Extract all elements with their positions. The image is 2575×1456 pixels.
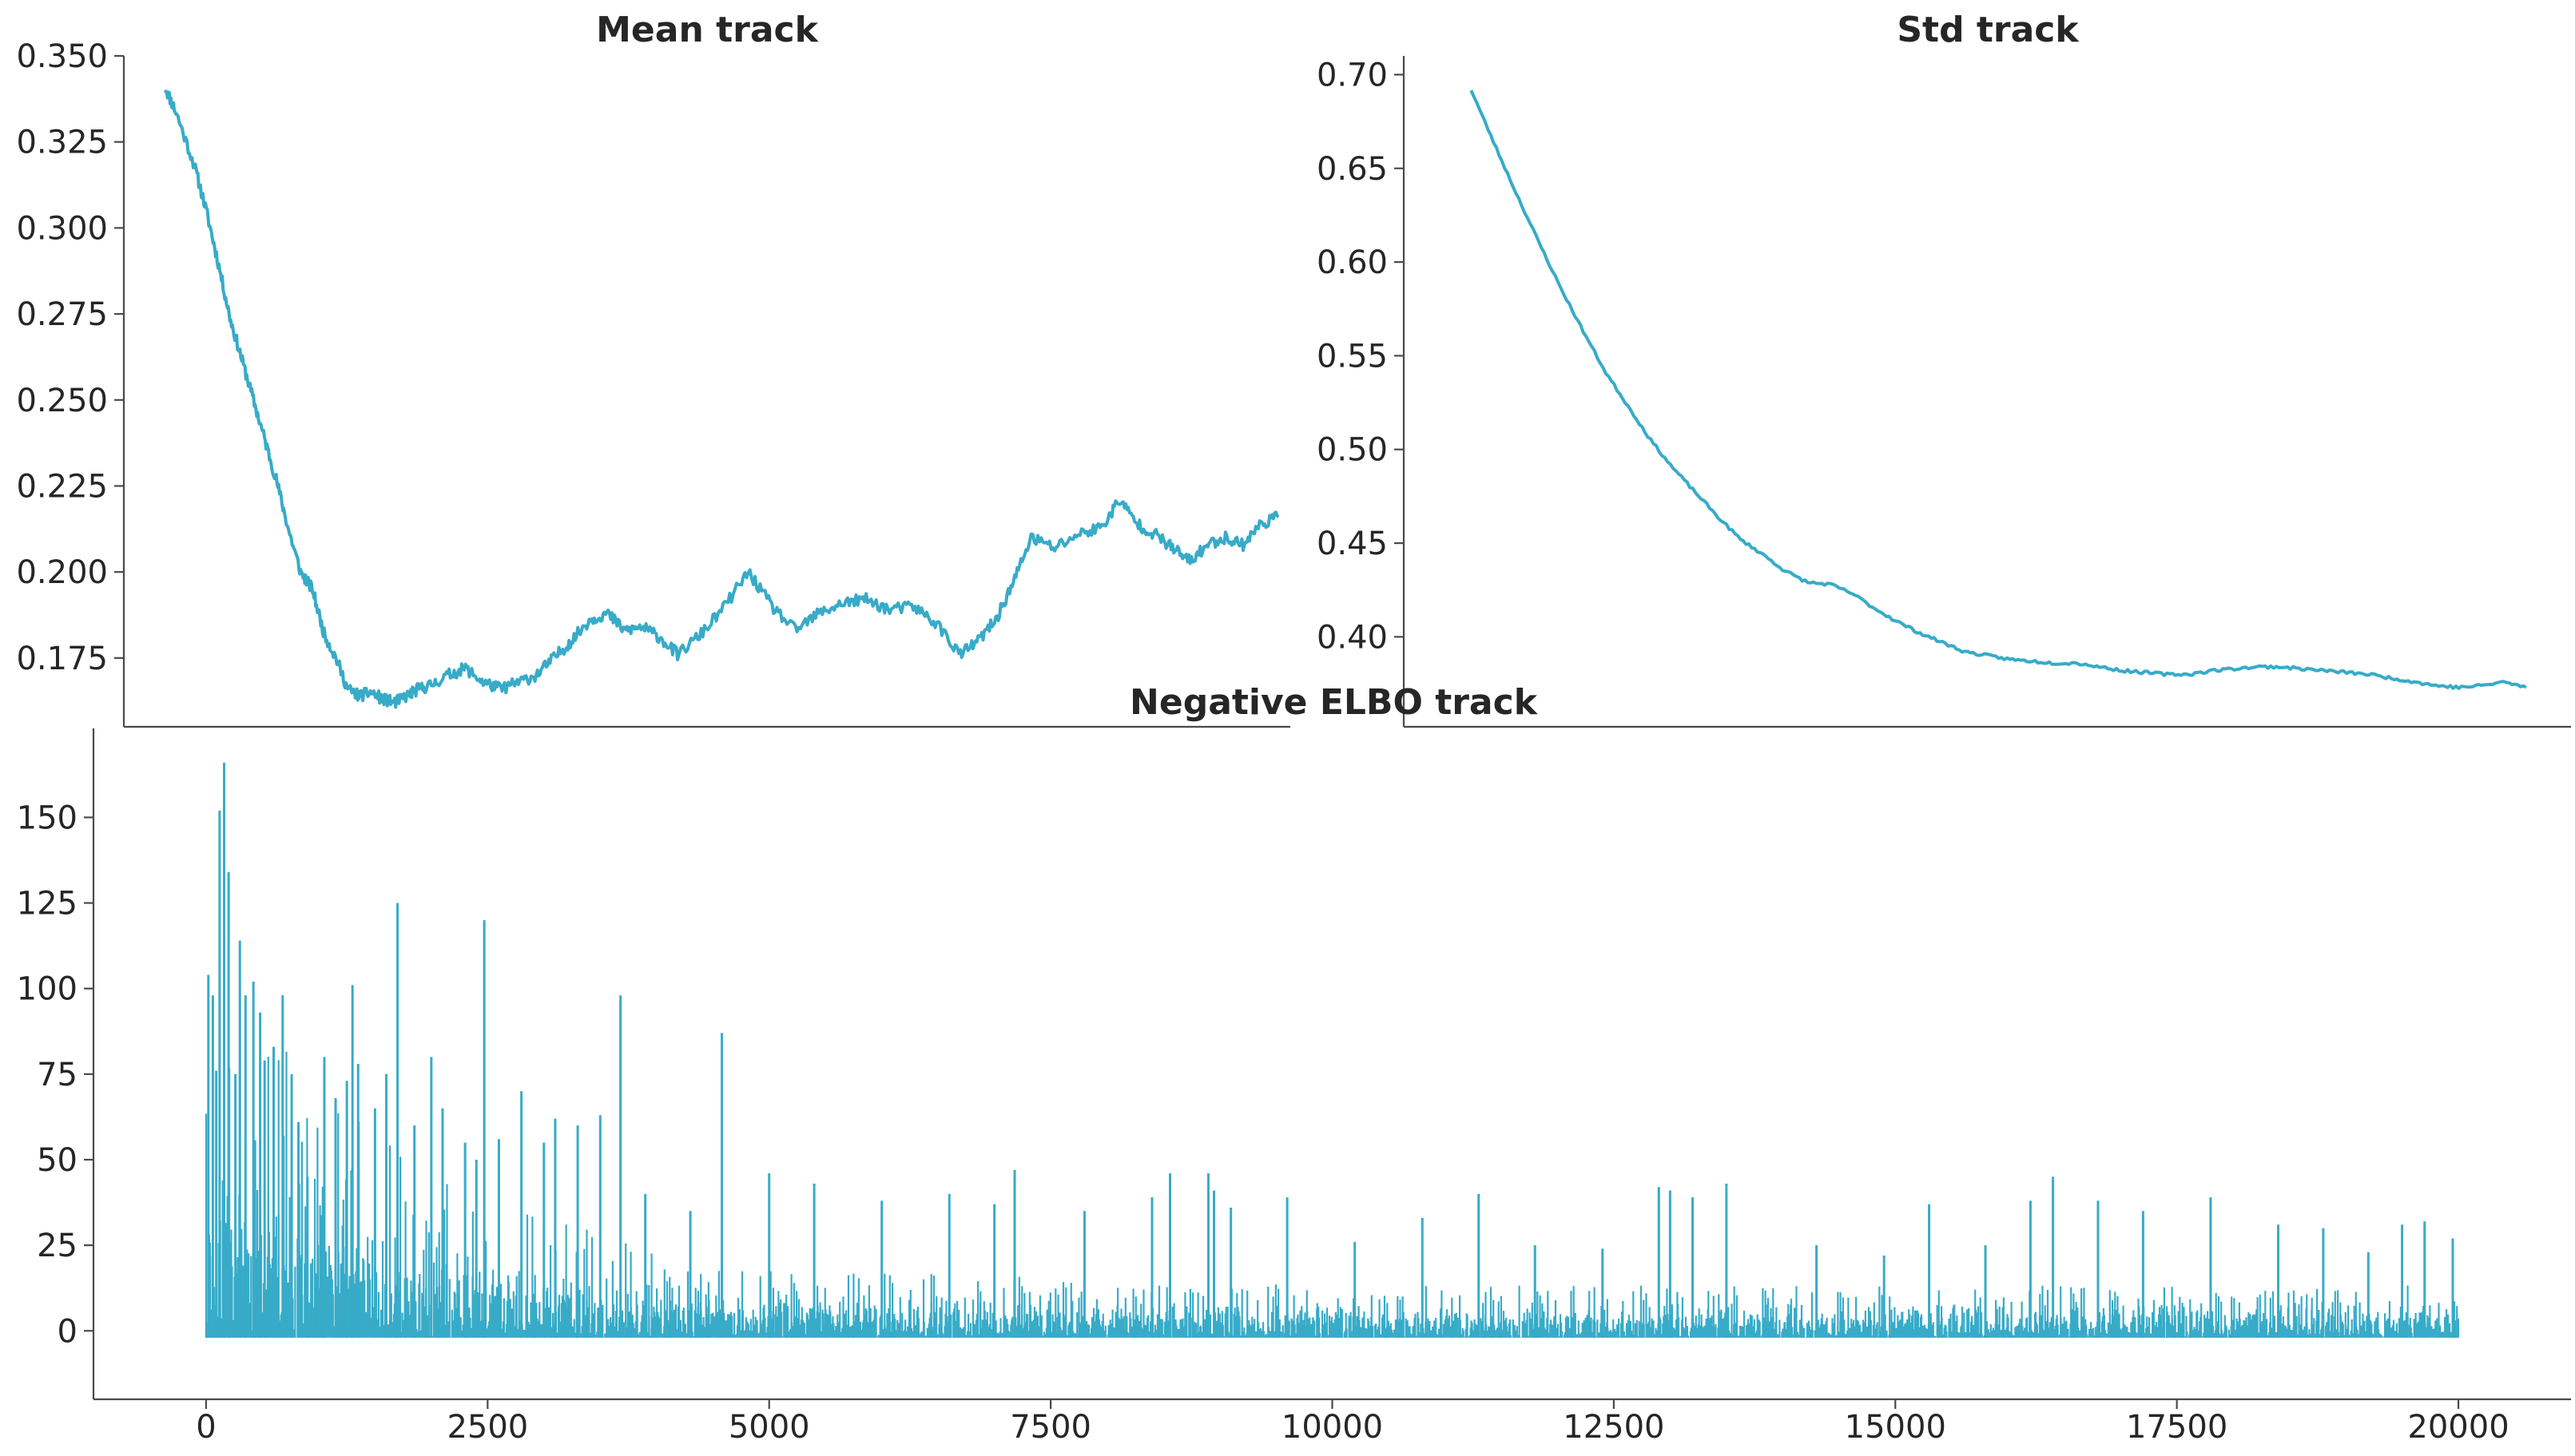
mean-trace-group [163,89,1280,709]
y-tick-label: 0.225 [16,468,108,505]
y-tick-label: 0.175 [16,641,108,677]
x-tick-label: 10000 [1282,1409,1383,1446]
mean-track-panel: Mean track 0.175 0.200 0.225 0.250 0.275 0.30… [16,10,1290,728]
series-noise [205,970,2458,1338]
x-tick-label: 20000 [2407,1409,2509,1446]
y-tick-label: 75 [37,1057,77,1093]
x-tick-label: 17500 [2126,1409,2227,1446]
y-tick-label: 0.325 [16,125,108,161]
y-tick-label: 0.45 [1317,526,1388,562]
mean-track-title: Mean track [596,10,819,50]
y-tick-label: 0.60 [1317,244,1388,281]
x-tick-label: 12500 [1563,1409,1664,1446]
x-tick-label: 7500 [1010,1409,1091,1446]
mean-y-ticks: 0.175 0.200 0.225 0.250 0.275 0.300 0.325 0.350 [16,38,124,677]
series-line [163,89,1280,709]
std-y-ticks: 0.40 0.45 0.50 0.55 0.60 0.65 0.70 [1317,57,1404,656]
y-tick-label: 150 [17,799,77,836]
y-tick-label: 0.55 [1317,338,1388,375]
y-tick-label: 0.200 [16,554,108,591]
y-tick-label: 25 [37,1228,77,1264]
y-tick-label: 50 [37,1142,77,1179]
x-tick-label: 2500 [447,1409,528,1446]
y-tick-label: 0.350 [16,38,108,75]
elbo-trace-group [205,762,2459,1338]
y-tick-label: 0.65 [1317,151,1388,188]
y-tick-label: 100 [17,971,77,1008]
x-tick-label: 5000 [729,1409,810,1446]
y-tick-label: 125 [17,886,77,922]
elbo-x-ticks: 0 2500 5000 7500 10000 12500 15000 17500 20000 [196,1399,2509,1446]
elbo-track-title: Negative ELBO track [1130,682,1539,723]
y-tick-label: 0.275 [16,296,108,333]
y-tick-label: 0.70 [1317,57,1388,93]
x-tick-label: 0 [196,1409,216,1446]
std-trace-group [1469,89,2527,690]
elbo-track-panel: 0 25 50 75 100 125 150 0 2500 5000 7500 10000 12500… [17,682,2571,1446]
elbo-y-ticks: 0 25 50 75 100 125 150 [17,799,93,1350]
y-tick-label: 0.50 [1317,432,1388,469]
std-track-title: Std track [1897,10,2080,50]
series-line [1469,89,2527,690]
x-tick-label: 15000 [1845,1409,1946,1446]
y-tick-label: 0 [58,1313,77,1350]
y-tick-label: 0.300 [16,210,108,247]
y-tick-label: 0.40 [1317,619,1388,656]
y-tick-label: 0.250 [16,383,108,419]
std-track-panel: Std track 0.40 0.45 0.50 0.55 0.60 0.65 0.70 [1317,10,2571,728]
